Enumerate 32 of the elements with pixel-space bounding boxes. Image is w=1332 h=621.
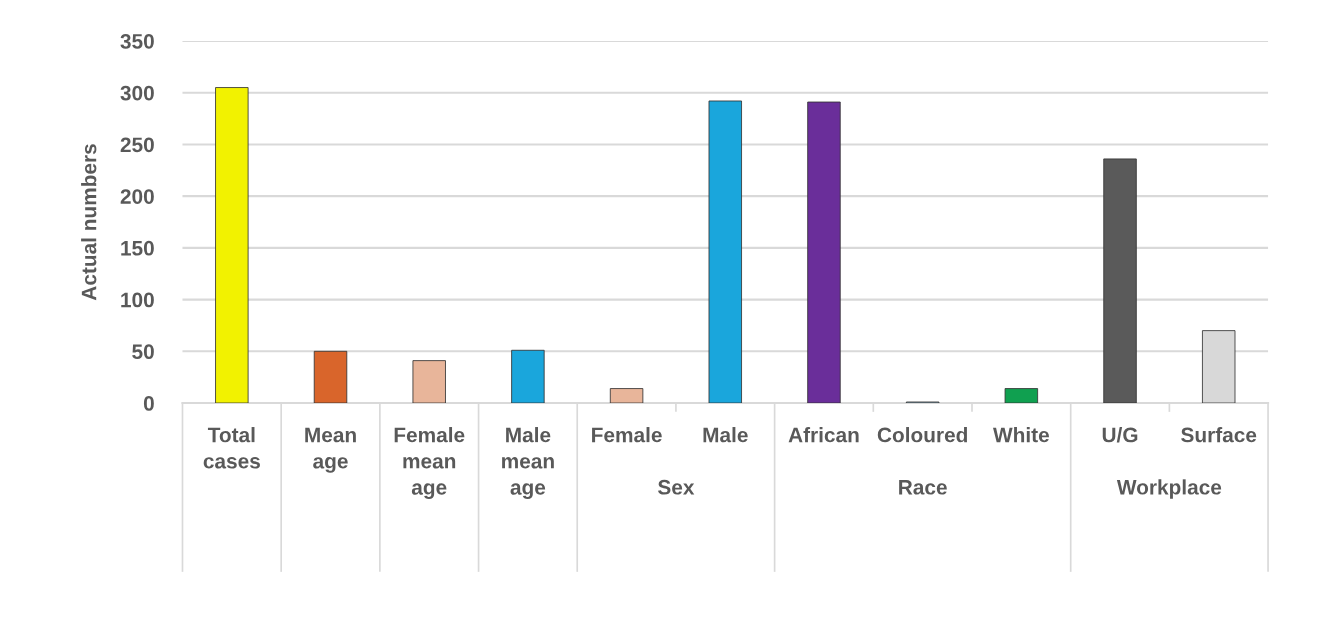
bar	[215, 87, 249, 404]
x-tick-label: Mean age	[305, 427, 356, 473]
y-tick-label: 0	[143, 396, 154, 411]
text: Sex	[657, 479, 695, 495]
x-tick-label: Female	[592, 427, 662, 443]
y-tick-label: 150	[121, 240, 154, 256]
x-tick-label: Male	[703, 427, 748, 443]
y-tick-label: 300	[120, 85, 154, 101]
bar	[511, 349, 545, 404]
x-tick-label: Male mean age	[502, 427, 554, 499]
x-tick-label: Female mean age	[394, 427, 465, 499]
bar	[313, 350, 348, 404]
x-tick-label: Surface	[1181, 427, 1257, 443]
bar	[412, 360, 446, 404]
x-tick-label: African	[788, 427, 859, 443]
text: Workplace	[1116, 479, 1222, 499]
text: Race	[899, 480, 947, 495]
y-tick-label: 350	[120, 33, 154, 49]
bar	[1004, 388, 1039, 404]
y-tick-label: 100	[121, 292, 154, 308]
y-tick-label: 50	[132, 344, 154, 360]
bar	[807, 101, 841, 404]
x-tick-label: Coloured	[877, 427, 967, 443]
y-tick-label: 250	[120, 137, 154, 153]
bar	[708, 100, 742, 404]
y-axis-title: Actual numbers	[81, 144, 97, 301]
y-tick-label: 200	[120, 189, 154, 204]
x-tick-label: White	[993, 427, 1049, 443]
bar	[609, 388, 644, 404]
x-tick-label: Total cases	[203, 427, 260, 469]
bar	[1103, 158, 1137, 404]
x-tick-label: U/G	[1102, 427, 1138, 443]
